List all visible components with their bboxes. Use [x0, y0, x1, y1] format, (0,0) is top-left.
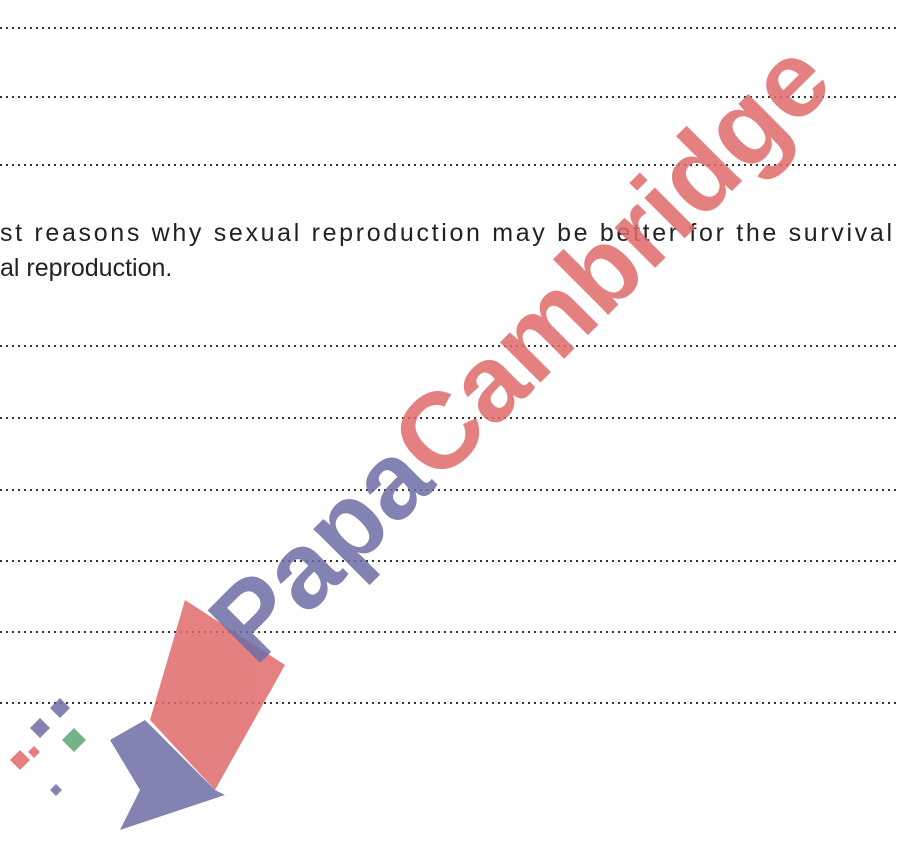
question-text: al reproduction.: [0, 254, 172, 282]
watermark-logo: [10, 600, 285, 830]
watermark-second: Cambridge: [368, 17, 852, 501]
question-text: st reasons why sexual reproduction may b…: [0, 219, 892, 247]
watermark: PapaCambridge: [186, 17, 853, 684]
